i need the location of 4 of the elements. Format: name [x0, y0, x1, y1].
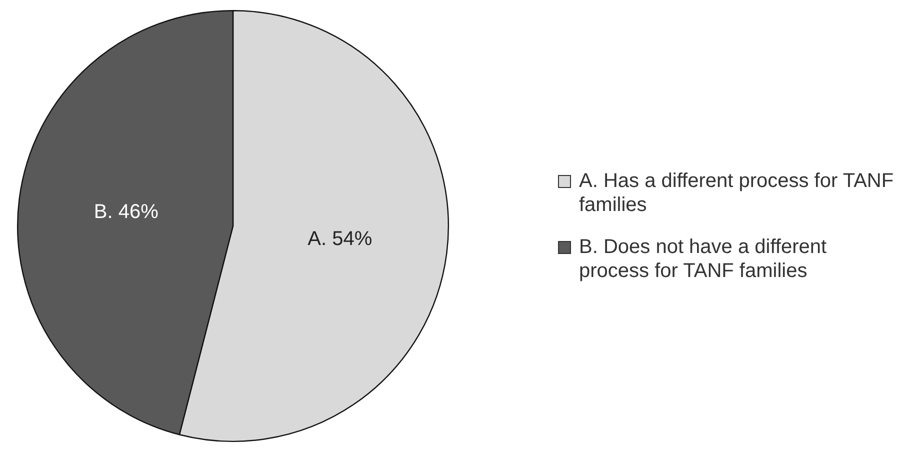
legend-label: B. Does not have a different process for TANF families: [579, 234, 828, 282]
data-label: A. 54%: [308, 228, 372, 250]
data-label: B. 46%: [94, 200, 159, 223]
legend-label: A. Has a different process for TANF families: [579, 168, 895, 216]
